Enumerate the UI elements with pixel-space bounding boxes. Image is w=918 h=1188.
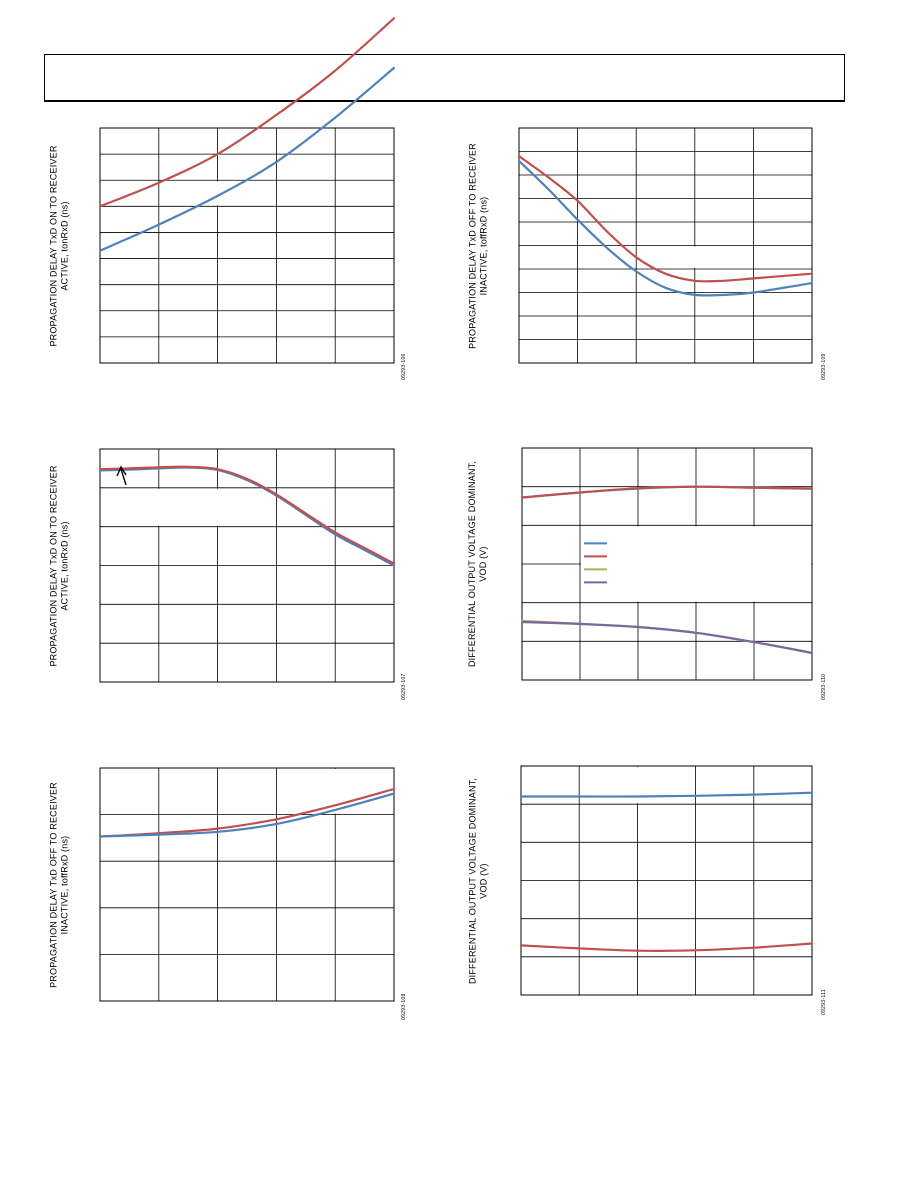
- annotation-blank-area: [580, 767, 695, 804]
- figure-number: 09293-111: [821, 989, 827, 1015]
- series-line-2: [98, 465, 396, 565]
- y-axis-label: PROPAGATION DELAY TxD OFF TO RECEIVER INA…: [48, 768, 72, 1001]
- y-axis-label-line2: INACTIVE, toffRxD (ns): [59, 835, 69, 934]
- annotation-blank-area: [581, 526, 811, 602]
- series-line-1: [519, 791, 814, 798]
- y-axis-label-line1: PROPAGATION DELAY TxD OFF TO RECEIVER: [467, 142, 477, 349]
- grid: [100, 449, 394, 682]
- grid: [519, 128, 812, 363]
- series-line-3: [520, 619, 814, 654]
- figure-number: 09293-110: [821, 673, 827, 700]
- annotation-blank-area: [159, 181, 276, 206]
- plot-frame: [99, 767, 395, 1002]
- plot-frame: [520, 765, 813, 996]
- y-axis-label-line1: PROPAGATION DELAY TxD OFF TO RECEIVER: [48, 781, 58, 988]
- grid: [522, 448, 812, 680]
- annotation-blank-area: [101, 488, 276, 526]
- annotation-blank-area: [637, 246, 753, 268]
- y-axis-label: PROPAGATION DELAY TxD OFF TO RECEIVER INA…: [467, 128, 491, 363]
- series-line-1: [520, 485, 814, 499]
- grid: [521, 766, 812, 995]
- y-axis-label-line1: DIFFERENTIAL OUTPUT VOLTAGE DOMINANT,: [467, 460, 477, 668]
- figure-number: 09293-109: [821, 353, 827, 380]
- plot-frame: [521, 447, 813, 681]
- y-axis-label-line1: PROPAGATION DELAY TxD ON TO RECEIVER: [48, 144, 58, 347]
- plot-frame: [518, 127, 813, 364]
- y-axis-label: PROPAGATION DELAY TxD ON TO RECEIVER ACTI…: [48, 449, 72, 682]
- grid: [100, 768, 394, 1001]
- y-axis-label-line2: INACTIVE, toffRxD (ns): [478, 196, 488, 295]
- page-header-frame: [44, 54, 845, 102]
- y-axis-label-line2: ACTIVE, tonRxD (ns): [59, 520, 69, 611]
- y-axis-label: DIFFERENTIAL OUTPUT VOLTAGE DOMINANT, VOD…: [467, 766, 491, 995]
- y-axis-label-line2: ACTIVE, tonRxD (ns): [59, 200, 69, 291]
- y-axis-label-line1: DIFFERENTIAL OUTPUT VOLTAGE DOMINANT,: [467, 777, 477, 984]
- series-line-1: [98, 787, 396, 838]
- annotation-arrow: [116, 465, 127, 486]
- figure-number: 09293-108: [401, 993, 407, 1020]
- annotation-blank-area: [277, 769, 393, 814]
- y-axis-label-line1: PROPAGATION DELAY TxD ON TO RECEIVER: [48, 464, 58, 667]
- figure-number: 09293-107: [401, 673, 407, 700]
- y-axis-label-line2: VOD (V): [478, 546, 488, 582]
- series-line-2: [520, 485, 814, 499]
- series-line-1: [517, 155, 814, 283]
- series-line-2: [517, 159, 814, 297]
- plot-frame: [99, 127, 395, 364]
- y-axis-label: DIFFERENTIAL OUTPUT VOLTAGE DOMINANT, VOD…: [467, 448, 491, 680]
- y-axis-label-line2: VOD (V): [478, 862, 488, 899]
- plot-frame: [99, 448, 395, 683]
- series-line-1: [98, 17, 396, 208]
- series-line-4: [520, 620, 814, 654]
- figure-number: 09293-106: [401, 353, 407, 380]
- y-axis-label: PROPAGATION DELAY TxD ON TO RECEIVER ACTI…: [48, 128, 72, 363]
- series-line-2: [98, 792, 396, 838]
- series-line-1: [98, 466, 396, 567]
- series-line-2: [519, 942, 814, 952]
- grid: [100, 128, 394, 363]
